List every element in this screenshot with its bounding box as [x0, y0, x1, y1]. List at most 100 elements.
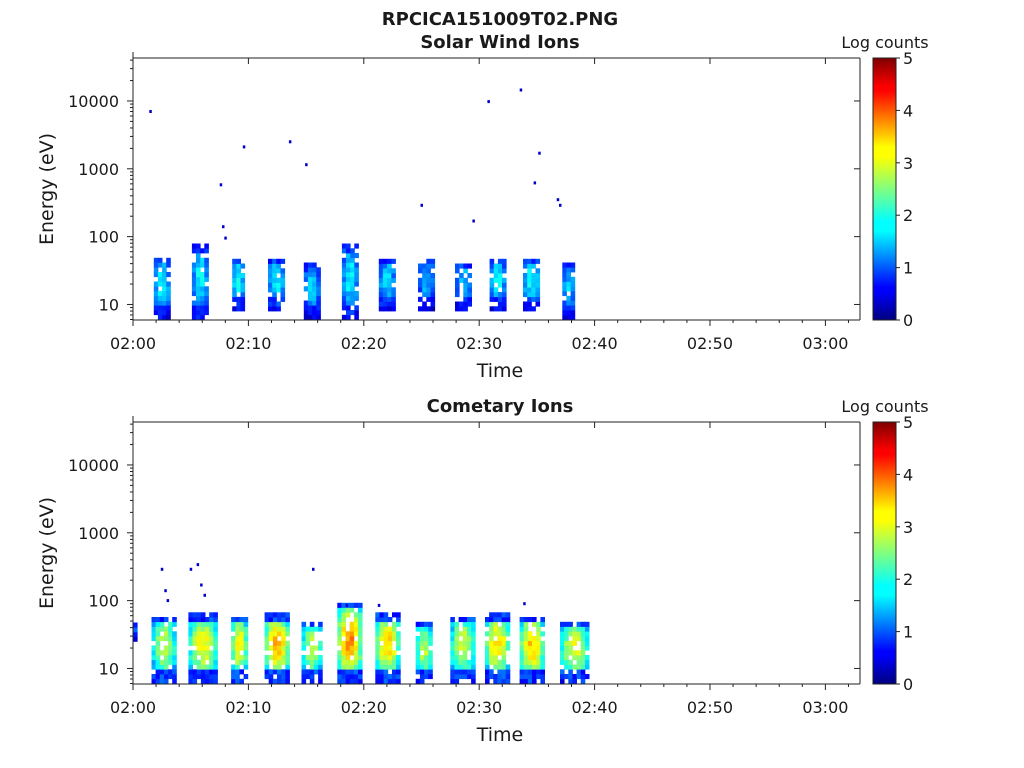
- data-cell: [209, 636, 214, 642]
- data-cell: [396, 612, 401, 618]
- data-cell: [285, 659, 290, 665]
- data-point: [538, 151, 541, 155]
- data-cell: [505, 621, 511, 627]
- data-cell: [188, 669, 193, 675]
- data-cell: [430, 287, 436, 293]
- data-cell: [162, 305, 167, 311]
- data-cell: [168, 626, 173, 632]
- data-cell: [272, 636, 278, 642]
- data-cell: [163, 626, 169, 632]
- data-cell: [200, 626, 206, 632]
- data-cell: [391, 292, 396, 298]
- data-cell: [307, 300, 313, 306]
- data-cell: [485, 640, 490, 646]
- data-cell: [264, 621, 270, 627]
- data-cell: [576, 636, 582, 642]
- data-cell: [209, 664, 214, 670]
- data-cell: [153, 295, 159, 301]
- data-cell: [564, 631, 569, 637]
- data-cell: [231, 655, 236, 661]
- data-cell: [428, 650, 433, 656]
- data-cell: [309, 645, 315, 651]
- data-cell: [231, 626, 236, 632]
- data-cell: [422, 306, 427, 312]
- data-cell: [422, 263, 427, 269]
- data-cell: [200, 310, 205, 316]
- data-cell: [383, 655, 389, 661]
- data-cell: [264, 631, 270, 637]
- data-cell: [383, 669, 389, 675]
- data-cell: [204, 243, 209, 249]
- data-cell: [268, 268, 273, 274]
- data-cell: [570, 314, 576, 320]
- data-cell: [312, 300, 317, 306]
- data-cell: [196, 659, 202, 665]
- data-cell: [349, 678, 355, 684]
- data-cell: [285, 621, 290, 627]
- data-cell: [235, 626, 240, 632]
- data-cell: [276, 301, 281, 307]
- data-cell: [318, 659, 323, 665]
- data-cell: [235, 621, 240, 627]
- data-cell: [349, 645, 355, 651]
- data-cell: [392, 678, 397, 684]
- data-cell: [523, 669, 529, 675]
- data-cell: [346, 291, 351, 297]
- data-cell: [463, 268, 468, 274]
- data-cell: [415, 621, 421, 627]
- data-cell: [168, 650, 173, 656]
- data-cell: [455, 306, 460, 312]
- data-cell: [383, 612, 389, 618]
- data-cell: [428, 674, 433, 680]
- data-cell: [240, 277, 246, 283]
- data-cell: [378, 282, 384, 288]
- data-cell: [450, 659, 455, 665]
- data-cell: [209, 621, 214, 627]
- data-cell: [426, 268, 431, 274]
- data-cell: [239, 626, 244, 632]
- data-cell: [379, 617, 385, 623]
- data-cell: [378, 287, 384, 293]
- colorbar: Log counts 0 1 2 3 4 5: [841, 33, 928, 330]
- data-cell: [337, 674, 342, 680]
- x-tick-label: 02:30: [456, 334, 502, 353]
- data-cell: [155, 631, 161, 637]
- data-cell: [540, 669, 545, 675]
- data-cell: [527, 306, 532, 312]
- data-cell: [527, 268, 532, 274]
- data-cell: [277, 617, 282, 623]
- data-cell: [213, 617, 218, 623]
- data-cell: [239, 645, 244, 651]
- data-cell: [350, 300, 355, 306]
- y-tick-label: 100: [88, 228, 119, 247]
- data-cell: [191, 243, 197, 249]
- data-cell: [396, 636, 401, 642]
- data-cell: [422, 301, 427, 307]
- data-cell: [157, 310, 163, 316]
- data-cell: [353, 659, 359, 665]
- data-cell: [188, 640, 193, 646]
- data-cell: [527, 669, 533, 675]
- data-cell: [415, 650, 421, 656]
- data-cell: [235, 664, 240, 670]
- data-cell: [350, 286, 355, 292]
- data-cell: [566, 281, 571, 287]
- data-cell: [540, 617, 545, 623]
- data-cell: [277, 678, 282, 684]
- data-cell: [337, 631, 342, 637]
- data-cell: [584, 645, 590, 651]
- data-cell: [428, 631, 433, 637]
- data-cell: [396, 659, 401, 665]
- data-cell: [505, 631, 511, 637]
- data-cell: [418, 282, 423, 288]
- data-cell: [568, 626, 573, 632]
- data-cell: [236, 277, 241, 283]
- data-cell: [277, 645, 282, 651]
- data-cell: [580, 645, 586, 651]
- data-cell: [382, 282, 388, 288]
- data-cell: [337, 659, 342, 665]
- data-cell: [307, 267, 313, 273]
- data-cell: [200, 621, 206, 627]
- data-cell: [458, 631, 464, 637]
